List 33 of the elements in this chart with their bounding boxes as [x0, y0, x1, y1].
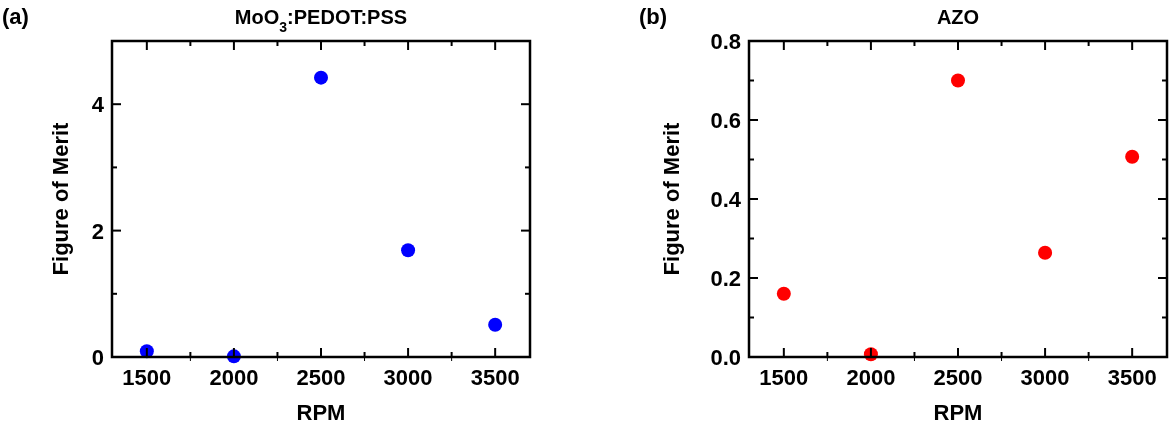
x-axis-title: RPM — [296, 400, 346, 425]
x-axis-title: RPM — [933, 400, 983, 425]
point — [488, 317, 503, 332]
point — [1125, 149, 1140, 164]
point — [314, 70, 328, 85]
chart-title: AZO — [936, 6, 980, 28]
text: (b) — [639, 4, 668, 29]
y-tick-label: 0.8 — [710, 29, 741, 54]
x-tick-label: 3500 — [1107, 365, 1157, 390]
x-tick-label: 3500 — [470, 365, 520, 390]
y-tick-label: 2 — [91, 218, 104, 244]
y-axis-title: Figure of Merit — [659, 121, 684, 276]
x-tick-label: 2000 — [846, 365, 896, 390]
chart-title: MoO$_{3}$:PEDOT:PSS — [234, 6, 408, 35]
x-tick-label: 1500 — [759, 365, 809, 390]
x-tick-label: 2500 — [933, 365, 983, 390]
y-axis-title: Figure of Merit — [48, 121, 73, 276]
text: (a) — [2, 4, 29, 29]
y-tick-label: 0.0 — [710, 345, 741, 370]
y-tick-label: 0.6 — [710, 108, 741, 133]
y-tick-label: 4 — [91, 92, 105, 118]
x-tick-label: 3000 — [383, 365, 433, 390]
y-tick-label: 0 — [91, 345, 104, 370]
y-tick-label: 0.2 — [710, 266, 741, 291]
point — [401, 243, 416, 258]
x-tick-label: 1500 — [122, 365, 172, 390]
y-tick-label: 0.4 — [710, 187, 742, 212]
x-tick-label: 2000 — [209, 365, 259, 390]
point — [1038, 245, 1053, 260]
point — [776, 286, 791, 301]
x-tick-label: 3000 — [1020, 365, 1070, 390]
point — [951, 73, 965, 88]
x-tick-label: 2500 — [296, 365, 346, 390]
